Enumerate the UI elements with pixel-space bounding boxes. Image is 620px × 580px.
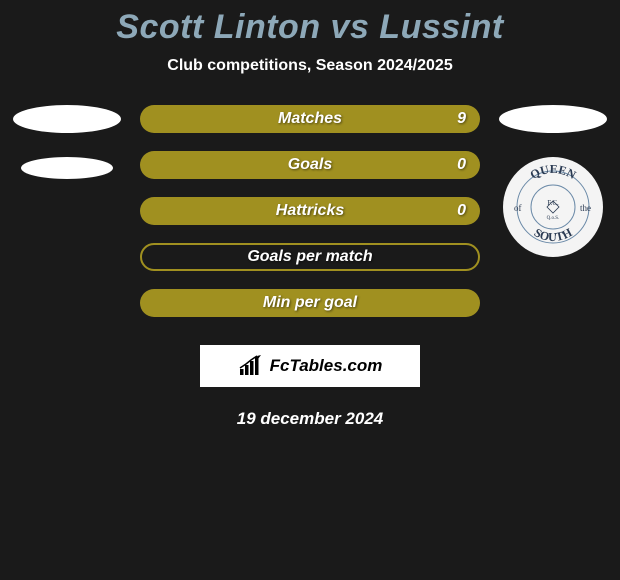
stat-bar-label: Hattricks — [276, 202, 344, 220]
stat-bar: Goals per match — [140, 243, 480, 271]
stat-bar: Hattricks 0 — [140, 197, 480, 225]
stat-bar: Min per goal — [140, 289, 480, 317]
left-placeholder-1 — [13, 105, 121, 133]
club-badge-svg: QUEEN SOUTH of the F.C. Q.o.S. — [503, 157, 603, 257]
badge-text-right: the — [580, 203, 591, 213]
stat-bar-label: Min per goal — [263, 294, 357, 312]
comparison-area: Matches 9 Goals 0 Hattricks 0 Goals per match M… — [0, 105, 620, 317]
stat-bar-value: 0 — [457, 202, 466, 220]
subtitle: Club competitions, Season 2024/2025 — [0, 57, 620, 75]
badge-text-left: of — [514, 203, 522, 213]
stat-bar-label: Goals per match — [247, 248, 372, 266]
brand-text: FcTables.com — [270, 356, 383, 376]
stat-bar: Matches 9 — [140, 105, 480, 133]
svg-text:F.C.: F.C. — [547, 199, 559, 207]
stat-bar-label: Goals — [288, 156, 332, 174]
stat-bars: Matches 9 Goals 0 Hattricks 0 Goals per match M… — [140, 105, 480, 317]
left-placeholder-2 — [21, 157, 113, 179]
page-title: Scott Linton vs Lussint — [0, 0, 620, 47]
svg-text:Q.o.S.: Q.o.S. — [547, 216, 560, 221]
date-line: 19 december 2024 — [0, 409, 620, 429]
stat-bar-label: Matches — [278, 110, 342, 128]
right-player-col: QUEEN SOUTH of the F.C. Q.o.S. — [498, 105, 608, 257]
brand-watermark: FcTables.com — [200, 345, 420, 387]
club-badge: QUEEN SOUTH of the F.C. Q.o.S. — [503, 157, 603, 257]
stat-bar: Goals 0 — [140, 151, 480, 179]
brand-chart-icon — [238, 355, 264, 377]
right-placeholder-1 — [499, 105, 607, 133]
stat-bar-value: 9 — [457, 110, 466, 128]
stat-bar-value: 0 — [457, 156, 466, 174]
left-player-col — [12, 105, 122, 179]
